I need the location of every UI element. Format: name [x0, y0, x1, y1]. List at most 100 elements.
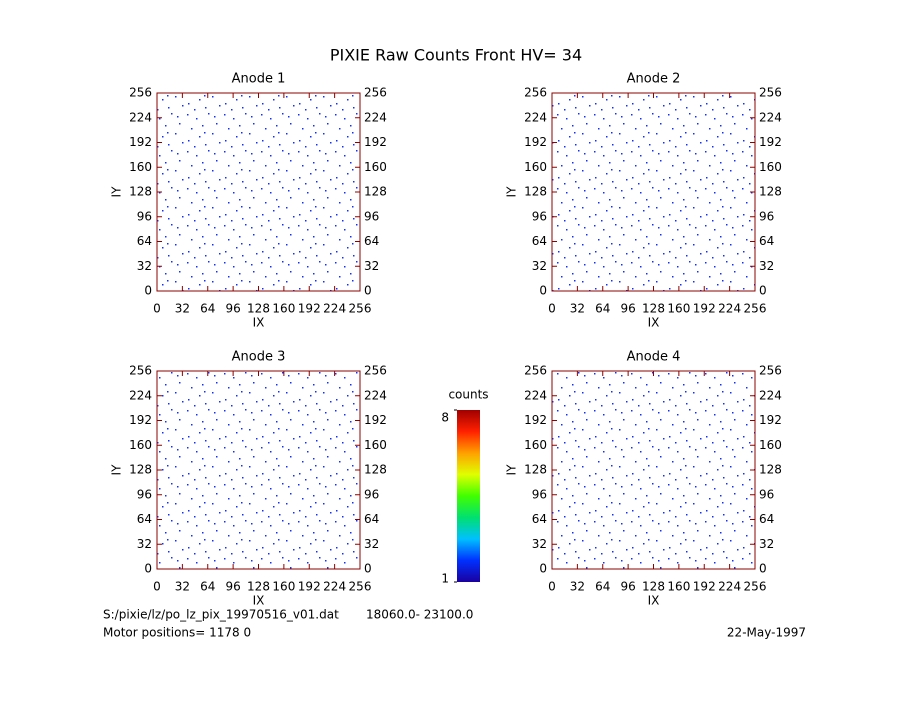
- y-tick-label: 192: [129, 135, 152, 149]
- x-tick-label: 160: [667, 580, 690, 594]
- x-tick-label: 64: [200, 302, 215, 316]
- y-tick-label: 256: [129, 86, 152, 100]
- y-tick-label: 224: [129, 388, 152, 402]
- x-tick-label: 96: [225, 580, 240, 594]
- y-tick-label-right: 128: [364, 185, 387, 199]
- x-tick-label: 64: [595, 302, 610, 316]
- x-tick-label: 256: [349, 580, 372, 594]
- y-tick-label-right: 0: [759, 562, 767, 576]
- x-axis-label: IX: [648, 316, 660, 330]
- y-axis-label: IY: [110, 186, 124, 198]
- colorbar-tick-label: 1: [441, 572, 449, 586]
- plot-texture: [552, 371, 755, 569]
- y-tick-label: 160: [129, 160, 152, 174]
- y-tick-label: 32: [532, 259, 547, 273]
- y-tick-label: 0: [539, 562, 547, 576]
- y-tick-label-right: 192: [364, 135, 387, 149]
- x-tick-label: 192: [693, 302, 716, 316]
- y-tick-label: 32: [532, 537, 547, 551]
- y-tick-label: 192: [524, 135, 547, 149]
- y-axis-label: IY: [505, 186, 519, 198]
- figure-title: PIXIE Raw Counts Front HV= 34: [330, 46, 582, 65]
- y-tick-label-right: 96: [759, 487, 774, 501]
- y-tick-label-right: 192: [364, 413, 387, 427]
- y-tick-label-right: 0: [364, 562, 372, 576]
- y-tick-label: 64: [532, 234, 547, 248]
- x-tick-label: 64: [200, 580, 215, 594]
- y-tick-label: 128: [129, 463, 152, 477]
- y-tick-label: 96: [532, 487, 547, 501]
- panel-title: Anode 3: [232, 350, 286, 365]
- x-tick-label: 0: [548, 580, 556, 594]
- y-tick-label-right: 64: [364, 234, 379, 248]
- x-tick-label: 128: [247, 302, 270, 316]
- x-tick-label: 32: [175, 580, 190, 594]
- x-tick-label: 160: [272, 302, 295, 316]
- y-axis-label: IY: [505, 464, 519, 476]
- y-tick-label: 192: [129, 413, 152, 427]
- y-tick-label-right: 128: [364, 463, 387, 477]
- y-tick-label-right: 32: [364, 537, 379, 551]
- colorbar: [457, 410, 480, 582]
- y-tick-label: 0: [144, 562, 152, 576]
- y-tick-label: 64: [137, 234, 152, 248]
- colorbar-tick-label: 8: [441, 411, 449, 425]
- time-range: 18060.0- 23100.0: [366, 608, 473, 622]
- x-tick-label: 0: [548, 302, 556, 316]
- y-tick-label-right: 96: [759, 209, 774, 223]
- x-tick-label: 32: [570, 580, 585, 594]
- y-tick-label-right: 224: [759, 388, 782, 402]
- y-tick-label: 224: [129, 110, 152, 124]
- x-tick-label: 224: [718, 580, 741, 594]
- y-tick-label: 128: [129, 185, 152, 199]
- y-tick-label: 96: [532, 209, 547, 223]
- y-tick-label: 96: [137, 487, 152, 501]
- x-tick-label: 224: [323, 580, 346, 594]
- x-axis-label: IX: [648, 594, 660, 608]
- x-tick-label: 160: [272, 580, 295, 594]
- x-tick-label: 32: [570, 302, 585, 316]
- y-tick-label-right: 256: [364, 364, 387, 378]
- y-tick-label: 160: [129, 438, 152, 452]
- y-tick-label: 0: [144, 284, 152, 298]
- y-tick-label-right: 64: [364, 512, 379, 526]
- y-tick-label: 64: [532, 512, 547, 526]
- y-tick-label: 32: [137, 537, 152, 551]
- y-tick-label-right: 192: [759, 413, 782, 427]
- y-tick-label-right: 256: [759, 86, 782, 100]
- y-tick-label: 32: [137, 259, 152, 273]
- y-tick-label-right: 0: [759, 284, 767, 298]
- x-tick-label: 224: [323, 302, 346, 316]
- file-name: S:/pixie/lz/po_lz_pix_19970516_v01.dat: [103, 608, 339, 622]
- y-tick-label: 256: [524, 86, 547, 100]
- y-tick-label: 224: [524, 388, 547, 402]
- y-tick-label-right: 256: [759, 364, 782, 378]
- y-tick-label: 160: [524, 438, 547, 452]
- x-axis-label: IX: [253, 316, 265, 330]
- y-tick-label-right: 224: [364, 110, 387, 124]
- y-tick-label-right: 128: [759, 185, 782, 199]
- panel-title: Anode 4: [627, 350, 681, 365]
- y-tick-label-right: 160: [364, 160, 387, 174]
- y-tick-label: 96: [137, 209, 152, 223]
- y-tick-label-right: 160: [364, 438, 387, 452]
- colorbar-label: counts: [448, 388, 488, 402]
- y-tick-label: 160: [524, 160, 547, 174]
- plot-texture: [157, 93, 360, 291]
- x-axis-label: IX: [253, 594, 265, 608]
- y-tick-label: 224: [524, 110, 547, 124]
- y-tick-label: 64: [137, 512, 152, 526]
- x-tick-label: 64: [595, 580, 610, 594]
- y-tick-label: 192: [524, 413, 547, 427]
- panel-title: Anode 2: [627, 72, 681, 87]
- y-tick-label: 256: [129, 364, 152, 378]
- y-tick-label-right: 64: [759, 234, 774, 248]
- y-tick-label-right: 32: [759, 259, 774, 273]
- y-tick-label-right: 192: [759, 135, 782, 149]
- x-tick-label: 192: [298, 302, 321, 316]
- y-tick-label-right: 256: [364, 86, 387, 100]
- x-tick-label: 96: [225, 302, 240, 316]
- y-tick-label-right: 160: [759, 160, 782, 174]
- x-tick-label: 192: [298, 580, 321, 594]
